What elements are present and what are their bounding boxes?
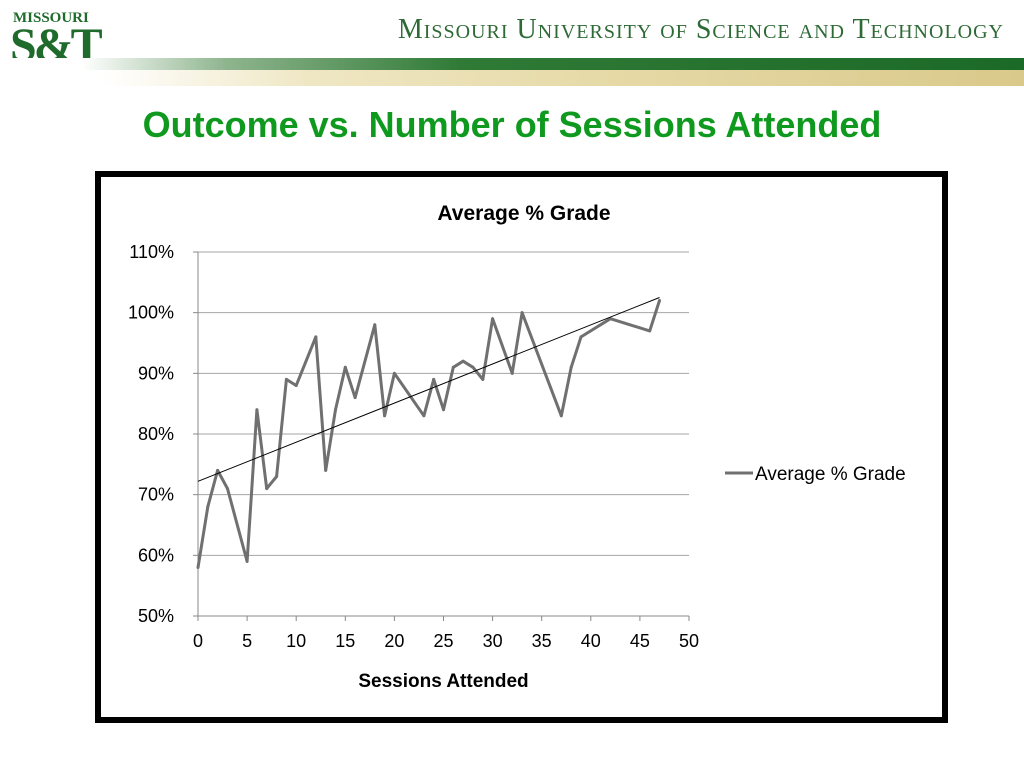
data-point xyxy=(284,377,288,381)
y-tick-label: 60% xyxy=(138,545,174,565)
data-point xyxy=(422,414,426,418)
data-point xyxy=(333,408,337,412)
data-point xyxy=(196,565,200,569)
y-tick-label: 80% xyxy=(138,424,174,444)
legend-label: Average % Grade xyxy=(755,464,906,485)
data-point xyxy=(265,487,269,491)
y-tick-label: 100% xyxy=(128,303,174,323)
x-tick-label: 25 xyxy=(433,631,453,651)
header-band-gold xyxy=(0,70,1024,86)
data-point xyxy=(491,317,495,321)
data-point xyxy=(343,365,347,369)
data-point xyxy=(648,329,652,333)
data-point xyxy=(294,383,298,387)
data-point xyxy=(520,311,524,315)
x-tick-label: 20 xyxy=(384,631,404,651)
data-point xyxy=(245,559,249,563)
y-tick-label: 70% xyxy=(138,485,174,505)
data-point xyxy=(225,487,229,491)
y-tick-label: 50% xyxy=(138,606,174,626)
data-point xyxy=(569,365,573,369)
data-point xyxy=(471,365,475,369)
data-point xyxy=(353,396,357,400)
data-point xyxy=(608,317,612,321)
x-tick-label: 45 xyxy=(630,631,650,651)
x-tick-label: 15 xyxy=(335,631,355,651)
data-point xyxy=(383,414,387,418)
line-chart: Average % Grade 50% 60% 70% 80% 90% 100% 110% 0 5… xyxy=(128,202,906,692)
x-tick-label: 30 xyxy=(483,631,503,651)
data-point xyxy=(324,468,328,472)
data-point xyxy=(314,335,318,339)
y-tick-label: 110% xyxy=(129,242,174,262)
y-tick-label: 90% xyxy=(138,363,174,383)
data-point xyxy=(510,371,514,375)
logo-top-text: MISSOURI xyxy=(13,10,89,26)
x-axis-label: Sessions Attended xyxy=(358,671,528,692)
data-point xyxy=(559,414,563,418)
data-point xyxy=(579,335,583,339)
data-point xyxy=(461,359,465,363)
chart-title: Average % Grade xyxy=(437,202,610,225)
data-point xyxy=(392,371,396,375)
data-point xyxy=(275,474,279,478)
trendline xyxy=(197,297,660,482)
x-tick-label: 5 xyxy=(242,631,252,651)
x-tick-label: 35 xyxy=(532,631,552,651)
data-point xyxy=(451,365,455,369)
x-tick-label: 40 xyxy=(581,631,601,651)
data-point xyxy=(373,323,377,327)
data-point xyxy=(255,408,259,412)
series-line-average-grade xyxy=(196,300,661,568)
x-tick-label: 0 xyxy=(193,631,203,651)
data-point xyxy=(206,505,210,509)
slide-title: Outcome vs. Number of Sessions Attended xyxy=(142,104,882,145)
data-point xyxy=(432,377,436,381)
chart-frame: Average % Grade 50% 60% 70% 80% 90% 100% 110% 0 5… xyxy=(95,171,948,723)
data-point xyxy=(658,299,662,303)
data-point xyxy=(481,377,485,381)
header-band-green xyxy=(0,58,1024,70)
university-name: Missouri University of Science and Techn… xyxy=(397,14,1004,45)
data-point xyxy=(442,408,445,412)
data-point xyxy=(216,468,220,472)
x-tick-label: 10 xyxy=(286,631,306,651)
x-tick-label: 50 xyxy=(679,631,699,651)
